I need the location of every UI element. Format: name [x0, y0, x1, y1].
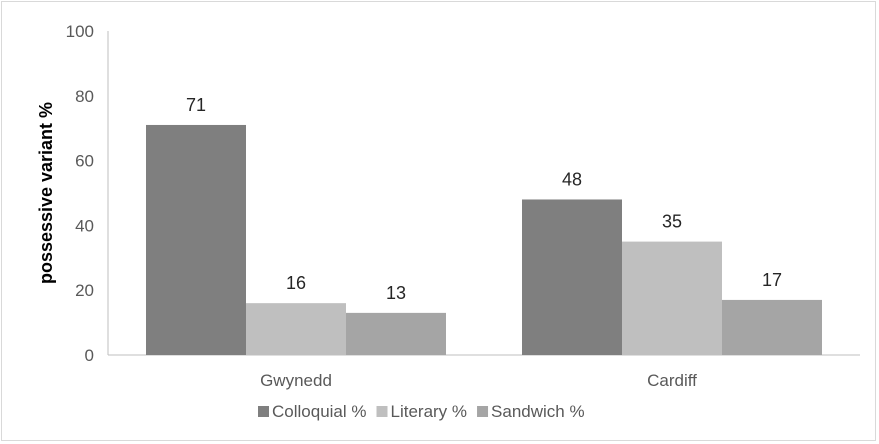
bars	[146, 124, 822, 356]
data-label: 35	[662, 212, 682, 232]
data-label: 48	[562, 169, 582, 189]
y-tick-labels: 0 20 40 60 80 100	[66, 22, 94, 365]
data-labels: 71 16 13 48 35 17	[186, 95, 782, 303]
bar	[722, 299, 822, 355]
x-tick-label: Gwynedd	[260, 371, 332, 390]
y-tick-label: 20	[75, 281, 94, 300]
legend-swatch	[376, 406, 388, 417]
legend-label: Sandwich %	[491, 402, 585, 421]
x-tick-label: Cardiff	[647, 371, 697, 390]
bar	[246, 303, 346, 355]
data-label: 13	[386, 283, 406, 303]
y-tick-label: 40	[75, 216, 94, 235]
bar	[346, 312, 446, 355]
data-label: 71	[186, 95, 206, 115]
legend-swatch	[258, 406, 269, 417]
data-label: 16	[286, 273, 306, 293]
y-tick-label: 0	[85, 346, 94, 365]
legend: Colloquial % Literary % Sandwich %	[258, 402, 585, 421]
legend-label: Colloquial %	[272, 402, 367, 421]
y-tick-label: 60	[75, 152, 94, 171]
y-tick-label: 80	[75, 87, 94, 106]
y-tick-label: 100	[66, 22, 94, 41]
legend-swatch	[477, 406, 489, 417]
data-label: 17	[762, 270, 782, 290]
legend-label: Literary %	[391, 402, 468, 421]
category-labels: Gwynedd Cardiff	[260, 371, 697, 390]
y-axis-label: possessive variant %	[36, 102, 56, 284]
bar	[622, 241, 722, 355]
bar	[146, 124, 246, 356]
bar	[522, 199, 622, 355]
